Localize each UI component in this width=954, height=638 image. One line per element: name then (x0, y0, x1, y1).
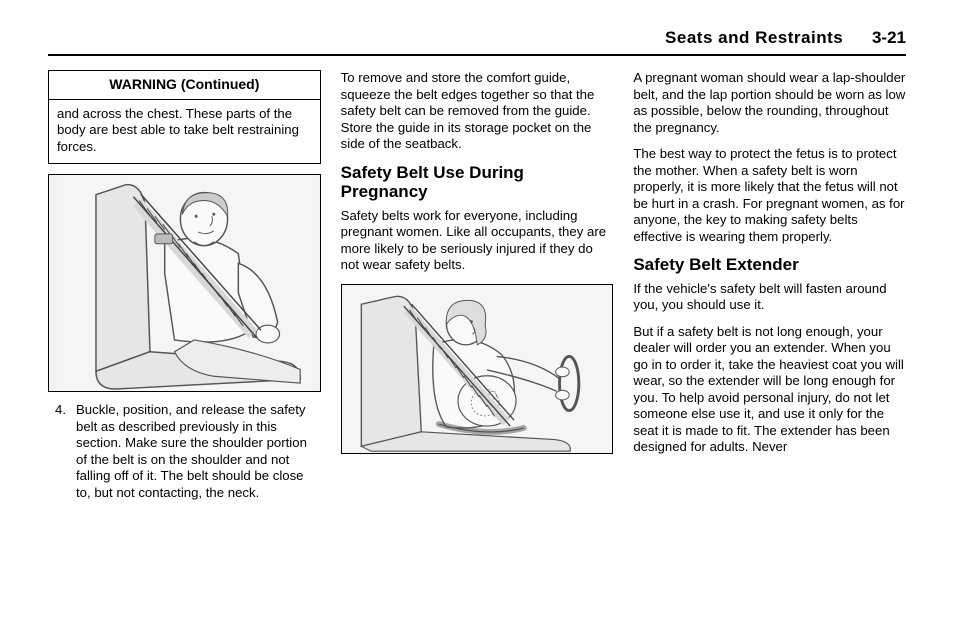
warning-body: and across the chest. These parts of the… (49, 100, 320, 164)
section-title: Seats and Restraints (665, 28, 843, 47)
column-3: A pregnant woman should wear a lap-shoul… (633, 70, 906, 501)
heading-pregnancy: Safety Belt Use During Pregnancy (341, 163, 614, 202)
pregnant-driver-illustration (341, 284, 614, 454)
heading-extender: Safety Belt Extender (633, 255, 906, 275)
protect-fetus-paragraph: The best way to protect the fetus is to … (633, 146, 906, 245)
page-header: Seats and Restraints 3-21 (48, 28, 906, 56)
warning-title: WARNING (Continued) (49, 71, 320, 100)
comfort-guide-remove-paragraph: To remove and store the comfort guide, s… (341, 70, 614, 153)
extender-fit-paragraph: If the vehicle's safety belt will fasten… (633, 281, 906, 314)
page-number: 3-21 (872, 28, 906, 47)
column-2: To remove and store the comfort guide, s… (341, 70, 614, 501)
instruction-list: 4. Buckle, position, and release the saf… (48, 402, 321, 501)
pregnancy-intro-paragraph: Safety belts work for everyone, includin… (341, 208, 614, 274)
list-text: Buckle, position, and release the safety… (76, 402, 321, 501)
pregnancy-position-paragraph: A pregnant woman should wear a lap-shoul… (633, 70, 906, 136)
seatbelt-guide-illustration (48, 174, 321, 392)
column-1: WARNING (Continued) and across the chest… (48, 70, 321, 501)
three-column-layout: WARNING (Continued) and across the chest… (48, 70, 906, 501)
seatbelt-person-icon (49, 175, 320, 391)
list-number: 4. (48, 402, 66, 501)
list-item-4: 4. Buckle, position, and release the saf… (48, 402, 321, 501)
extender-order-paragraph: But if a safety belt is not long enough,… (633, 324, 906, 456)
manual-page: Seats and Restraints 3-21 WARNING (Conti… (0, 0, 954, 638)
warning-box: WARNING (Continued) and across the chest… (48, 70, 321, 164)
pregnant-driver-icon (342, 285, 613, 453)
